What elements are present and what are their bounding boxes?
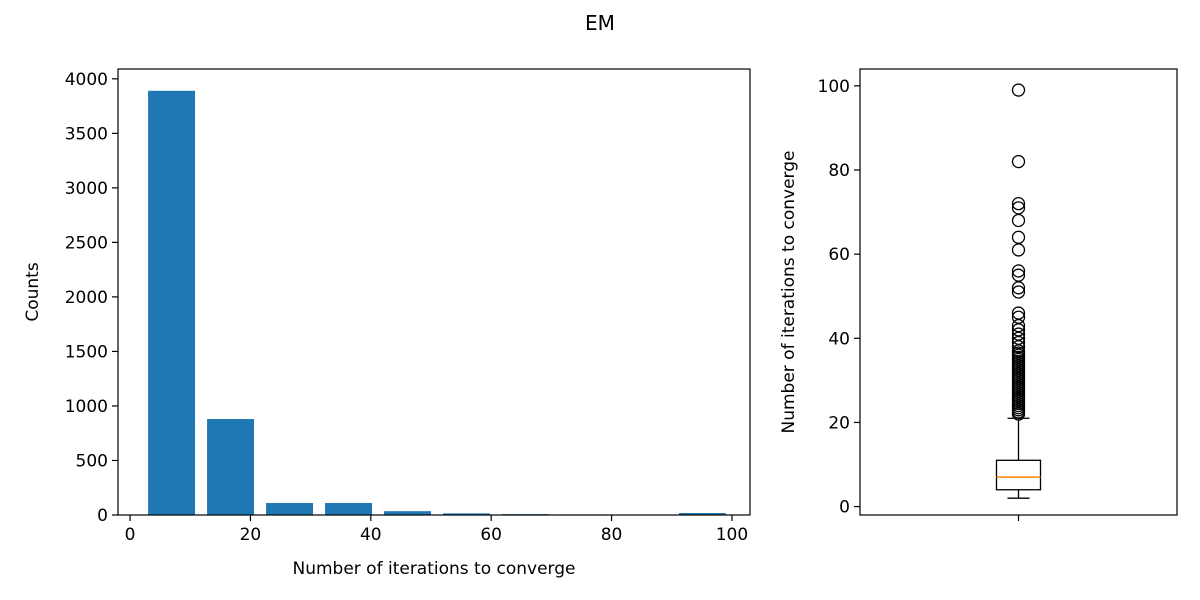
boxplot-outlier-point (1011, 154, 1026, 169)
histogram-x-tick-label: 40 (360, 525, 382, 545)
histogram-bar-1 (207, 419, 255, 515)
boxplot-outliers (1011, 83, 1026, 421)
boxplot-y-tick-label: 100 (818, 77, 850, 97)
boxplot-box (995, 459, 1042, 491)
boxplot-y-tick-label: 0 (839, 498, 850, 518)
boxplot-outlier-point (1011, 327, 1026, 341)
boxplot-outlier-point (1011, 201, 1026, 215)
boxplot-chart: 0 20 40 60 80 100 Number of iterations to con… (779, 68, 1178, 521)
histogram-y-tick-label: 500 (76, 451, 108, 471)
boxplot-y-tick-label: 60 (828, 245, 850, 265)
boxplot-y-axis-label: Number of iterations to converge (779, 150, 799, 433)
histogram-y-tick-label: 1000 (65, 397, 108, 417)
figure-title: EM (585, 11, 615, 35)
boxplot-y-tick-label: 80 (828, 161, 850, 181)
histogram-x-tick-label: 20 (240, 525, 262, 545)
boxplot-outlier-point (1011, 196, 1026, 211)
histogram-bar-0 (148, 90, 196, 515)
histogram-bar-3 (325, 503, 373, 515)
histogram-bar-2 (266, 503, 314, 515)
histogram-y-tick-label: 4000 (65, 70, 108, 90)
histogram-y-tick-label: 2000 (65, 288, 108, 308)
boxplot-body (995, 417, 1042, 499)
histogram-y-tick-label: 3500 (65, 124, 108, 144)
boxplot-outlier-point (1011, 306, 1026, 320)
boxplot-outlier-point (1011, 310, 1026, 324)
histogram-x-tick-label: 100 (716, 525, 748, 545)
boxplot-outlier-point (1011, 285, 1026, 299)
histogram-y-tick-label: 3000 (65, 179, 108, 199)
histogram-y-ticks: 0 500 1000 1500 2000 2500 3000 3500 4000 (65, 70, 118, 526)
histogram-x-ticks: 0 20 40 60 80 100 (125, 515, 748, 545)
boxplot-outlier-point (1011, 83, 1026, 97)
histogram-bar-9 (678, 513, 726, 515)
boxplot-outlier-point (1011, 264, 1026, 278)
histogram-x-tick-label: 0 (125, 525, 136, 545)
histogram-bar-5 (443, 513, 490, 515)
histogram-bar-4 (384, 511, 431, 515)
histogram-axes-frame (117, 68, 751, 516)
boxplot-y-tick-label: 20 (828, 413, 850, 433)
boxplot-outlier-point (1011, 268, 1026, 282)
histogram-y-tick-label: 1500 (65, 342, 108, 362)
histogram-x-tick-label: 80 (601, 525, 623, 545)
histogram-x-tick-label: 60 (480, 525, 502, 545)
boxplot-y-ticks: 0 20 40 60 80 100 (818, 77, 860, 518)
boxplot-outlier-point (1011, 230, 1026, 244)
histogram-y-axis-label: Counts (23, 262, 43, 321)
histogram-x-axis-label: Number of iterations to converge (292, 559, 575, 579)
histogram-chart: 0 20 40 60 80 100 0 500 1000 1500 2000 2500 3000 350… (23, 68, 751, 579)
histogram-y-tick-label: 2500 (65, 233, 108, 253)
histogram-y-tick-label: 0 (97, 506, 108, 526)
boxplot-y-tick-label: 40 (828, 329, 850, 349)
